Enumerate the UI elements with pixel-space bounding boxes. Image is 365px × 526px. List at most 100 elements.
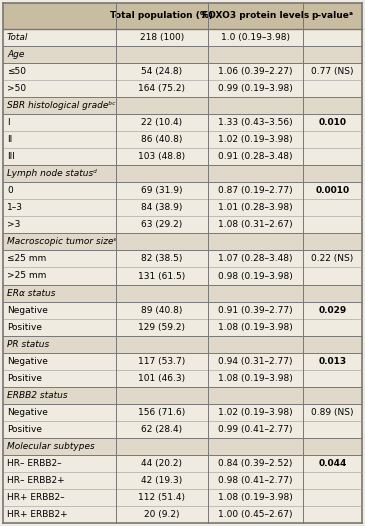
Text: 84 (38.9): 84 (38.9)	[141, 204, 182, 213]
Text: p-valueᵃ: p-valueᵃ	[311, 12, 353, 21]
Bar	[3, 387, 362, 404]
Text: 0.013: 0.013	[318, 357, 346, 366]
Text: 86 (40.8): 86 (40.8)	[141, 135, 182, 144]
Text: 1.08 (0.31–2.67): 1.08 (0.31–2.67)	[218, 220, 292, 229]
Text: >3: >3	[7, 220, 20, 229]
Text: 0.89 (NS): 0.89 (NS)	[311, 408, 354, 417]
Text: 1.33 (0.43–3.56): 1.33 (0.43–3.56)	[218, 118, 292, 127]
Text: >25 mm: >25 mm	[7, 271, 46, 280]
Text: 0.98 (0.41–2.77): 0.98 (0.41–2.77)	[218, 476, 292, 485]
Text: 131 (61.5): 131 (61.5)	[138, 271, 185, 280]
Text: 0.22 (NS): 0.22 (NS)	[311, 255, 354, 264]
Text: 0.84 (0.39–2.52): 0.84 (0.39–2.52)	[218, 459, 292, 468]
Text: 82 (38.5): 82 (38.5)	[141, 255, 182, 264]
Bar	[3, 97, 362, 114]
Bar	[3, 250, 362, 268]
Bar	[3, 489, 362, 506]
Text: 22 (10.4): 22 (10.4)	[141, 118, 182, 127]
Text: FOXO3 protein levels: FOXO3 protein levels	[201, 12, 309, 21]
Text: 44 (20.2): 44 (20.2)	[141, 459, 182, 468]
Text: ≤50: ≤50	[7, 67, 26, 76]
Text: 112 (51.4): 112 (51.4)	[138, 493, 185, 502]
Text: III: III	[7, 152, 15, 161]
Text: 0.99 (0.19–3.98): 0.99 (0.19–3.98)	[218, 84, 293, 93]
Text: 0.0010: 0.0010	[315, 186, 349, 195]
Text: 0.029: 0.029	[318, 306, 346, 315]
Text: 1.08 (0.19–3.98): 1.08 (0.19–3.98)	[218, 322, 293, 331]
Bar	[3, 370, 362, 387]
Text: 101 (46.3): 101 (46.3)	[138, 373, 185, 383]
Text: 63 (29.2): 63 (29.2)	[141, 220, 182, 229]
Text: ERBB2 status: ERBB2 status	[7, 391, 68, 400]
Bar	[3, 131, 362, 148]
Bar	[3, 46, 362, 63]
Bar	[3, 285, 362, 301]
Bar	[3, 3, 362, 29]
Text: 1.02 (0.19–3.98): 1.02 (0.19–3.98)	[218, 135, 292, 144]
Text: ≤25 mm: ≤25 mm	[7, 255, 46, 264]
Text: 1.02 (0.19–3.98): 1.02 (0.19–3.98)	[218, 408, 292, 417]
Text: 1.08 (0.19–3.98): 1.08 (0.19–3.98)	[218, 493, 293, 502]
Bar	[3, 352, 362, 370]
Text: 1.0 (0.19–3.98): 1.0 (0.19–3.98)	[221, 33, 290, 42]
Text: 0.044: 0.044	[318, 459, 347, 468]
Bar	[3, 301, 362, 319]
Text: Negative: Negative	[7, 408, 48, 417]
Text: Negative: Negative	[7, 357, 48, 366]
Text: Negative: Negative	[7, 306, 48, 315]
Text: Lymph node statusᵈ: Lymph node statusᵈ	[7, 169, 97, 178]
Bar	[3, 114, 362, 131]
Bar	[3, 506, 362, 523]
Bar	[3, 63, 362, 80]
Bar	[3, 336, 362, 352]
Bar	[3, 80, 362, 97]
Bar	[3, 234, 362, 250]
Text: Positive: Positive	[7, 322, 42, 331]
Text: 0.77 (NS): 0.77 (NS)	[311, 67, 354, 76]
Text: Age: Age	[7, 50, 24, 59]
Text: 0.91 (0.39–2.77): 0.91 (0.39–2.77)	[218, 306, 292, 315]
Text: HR+ ERBB2+: HR+ ERBB2+	[7, 510, 68, 519]
Text: HR– ERBB2+: HR– ERBB2+	[7, 476, 65, 485]
Text: 0.98 (0.19–3.98): 0.98 (0.19–3.98)	[218, 271, 293, 280]
Text: 1–3: 1–3	[7, 204, 23, 213]
Bar	[3, 404, 362, 421]
Text: PR status: PR status	[7, 340, 49, 349]
Bar	[3, 268, 362, 285]
Text: 69 (31.9): 69 (31.9)	[141, 186, 182, 195]
Text: 1.08 (0.19–3.98): 1.08 (0.19–3.98)	[218, 373, 293, 383]
Text: 0.91 (0.28–3.48): 0.91 (0.28–3.48)	[218, 152, 292, 161]
Text: 103 (48.8): 103 (48.8)	[138, 152, 185, 161]
Text: II: II	[7, 135, 12, 144]
Text: Positive: Positive	[7, 373, 42, 383]
Text: HR– ERBB2–: HR– ERBB2–	[7, 459, 62, 468]
Text: I: I	[7, 118, 9, 127]
Bar	[3, 472, 362, 489]
Text: 218 (100): 218 (100)	[140, 33, 184, 42]
Text: SBR histological gradeᵇᶜ: SBR histological gradeᵇᶜ	[7, 101, 116, 110]
Text: 54 (24.8): 54 (24.8)	[141, 67, 182, 76]
Text: 0.99 (0.41–2.77): 0.99 (0.41–2.77)	[218, 425, 292, 434]
Text: Macroscopic tumor sizeᵉ: Macroscopic tumor sizeᵉ	[7, 237, 117, 247]
Text: Positive: Positive	[7, 425, 42, 434]
Text: 129 (59.2): 129 (59.2)	[138, 322, 185, 331]
Text: 1.06 (0.39–2.27): 1.06 (0.39–2.27)	[218, 67, 292, 76]
Bar	[3, 216, 362, 234]
Text: 62 (28.4): 62 (28.4)	[141, 425, 182, 434]
Bar	[3, 165, 362, 183]
Text: 1.01 (0.28–3.98): 1.01 (0.28–3.98)	[218, 204, 292, 213]
Bar	[3, 199, 362, 216]
Text: 156 (71.6): 156 (71.6)	[138, 408, 185, 417]
Text: ERα status: ERα status	[7, 289, 55, 298]
Text: Total: Total	[7, 33, 28, 42]
Text: >50: >50	[7, 84, 26, 93]
Text: 1.00 (0.45–2.67): 1.00 (0.45–2.67)	[218, 510, 292, 519]
Bar	[3, 29, 362, 46]
Bar	[3, 438, 362, 455]
Text: 164 (75.2): 164 (75.2)	[138, 84, 185, 93]
Text: 42 (19.3): 42 (19.3)	[141, 476, 182, 485]
Text: Molecular subtypes: Molecular subtypes	[7, 442, 95, 451]
Bar	[3, 319, 362, 336]
Text: 20 (9.2): 20 (9.2)	[144, 510, 180, 519]
Bar	[3, 455, 362, 472]
